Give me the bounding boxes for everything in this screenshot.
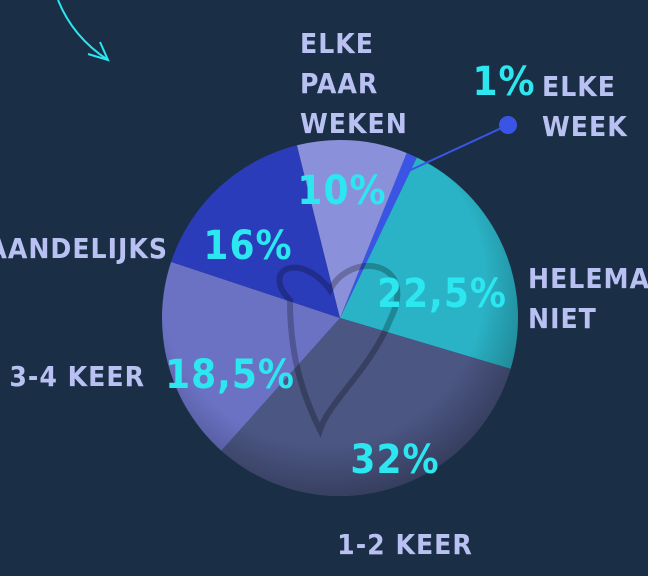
pointer-dot bbox=[499, 116, 517, 134]
pointer-line bbox=[401, 124, 509, 175]
value-label: 1% bbox=[472, 59, 535, 105]
category-label: 3-4 KEER bbox=[9, 360, 145, 393]
category-label: MAANDELIJKS bbox=[0, 232, 168, 265]
category-line: WEKEN bbox=[300, 107, 408, 140]
category-line: WEEK bbox=[542, 110, 628, 143]
value-label: 18,5% bbox=[165, 352, 295, 398]
category-label: 1-2 KEER bbox=[337, 528, 473, 561]
value-label: 22,5% bbox=[377, 271, 507, 317]
value-label: 32% bbox=[350, 437, 439, 483]
category-line: ELKE bbox=[542, 70, 626, 103]
category-label: ELKE WEEK bbox=[542, 70, 628, 143]
value-label: 10% bbox=[297, 168, 386, 214]
category-line: NIET bbox=[528, 302, 597, 335]
category-label: HELEMAAL NIET bbox=[528, 262, 648, 335]
decor-arrow-head bbox=[87, 41, 110, 62]
category-line: PAAR bbox=[300, 67, 388, 100]
heart-emboss bbox=[276, 263, 401, 438]
decor-arrow bbox=[57, 0, 109, 61]
value-label: 16% bbox=[203, 223, 292, 269]
category-line: HELEMAAL bbox=[528, 262, 648, 295]
category-line: ELKE bbox=[300, 27, 384, 60]
pie-shade bbox=[162, 140, 518, 496]
category-label: ELKE PAAR WEKEN bbox=[300, 27, 408, 140]
